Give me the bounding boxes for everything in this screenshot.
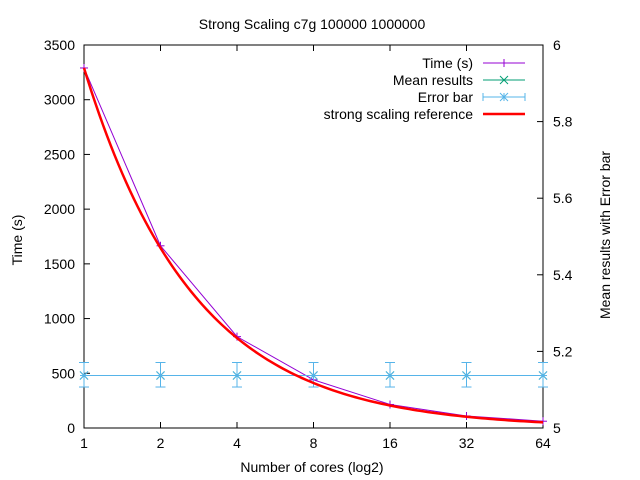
y-axis-label: Time (s) bbox=[9, 215, 25, 266]
data-point-error-bar-3 bbox=[309, 371, 318, 380]
y2-axis-label: Mean results with Error bar bbox=[597, 151, 613, 319]
x-tick-label-3: 8 bbox=[310, 435, 318, 451]
legend-label-error-bar: Error bar bbox=[418, 89, 474, 105]
data-point-error-bar-1 bbox=[156, 371, 165, 380]
y2-tick-label-3: 5.6 bbox=[553, 190, 573, 206]
legend-label-strong-scaling-reference: strong scaling reference bbox=[324, 106, 474, 122]
y-tick-label-5: 2500 bbox=[44, 146, 75, 162]
legend-label-time-s: Time (s) bbox=[422, 55, 473, 71]
data-point-error-bar-5 bbox=[462, 371, 471, 380]
series-line-strong-scaling-reference bbox=[82, 67, 544, 424]
x-tick-label-6: 64 bbox=[535, 435, 551, 451]
chart-title: Strong Scaling c7g 100000 1000000 bbox=[199, 16, 426, 32]
plot-area: 0 500 1000 1500 2000 2500 3000 3500 5 5.2 5.4 5.6 5.… bbox=[44, 37, 573, 451]
legend-marker-time-s bbox=[500, 59, 508, 67]
x-tick-label-2: 4 bbox=[233, 435, 241, 451]
y2-tick-label-4: 5.8 bbox=[553, 114, 573, 130]
y2-tick-label-5: 6 bbox=[553, 37, 561, 53]
data-point-error-bar-6 bbox=[538, 371, 548, 380]
x-tick-label-5: 32 bbox=[459, 435, 475, 451]
y-tick-label-6: 3000 bbox=[44, 92, 75, 108]
y-tick-label-0: 0 bbox=[67, 420, 75, 436]
x-axis-label: Number of cores (log2) bbox=[240, 459, 383, 475]
y-tick-label-3: 1500 bbox=[44, 256, 75, 272]
y-tick-label-1: 500 bbox=[52, 365, 76, 381]
y-tick-label-7: 3500 bbox=[44, 37, 75, 53]
x-tick-label-4: 16 bbox=[382, 435, 398, 451]
y-tick-label-2: 1000 bbox=[44, 311, 75, 327]
data-point-error-bar-4 bbox=[385, 371, 395, 380]
data-point-error-bar-2 bbox=[232, 371, 242, 380]
y2-tick-label-1: 5.2 bbox=[553, 343, 573, 359]
legend-marker-mean-results bbox=[499, 75, 509, 85]
y2-tick-label-2: 5.4 bbox=[553, 267, 573, 283]
legend-label-mean-results: Mean results bbox=[393, 72, 473, 88]
x-tick-label-0: 1 bbox=[80, 435, 88, 451]
x-tick-label-1: 2 bbox=[157, 435, 165, 451]
legend-marker-error-bar bbox=[499, 92, 509, 102]
y-tick-label-4: 2000 bbox=[44, 201, 75, 217]
y2-tick-label-0: 5 bbox=[553, 420, 561, 436]
data-point-error-bar-0 bbox=[79, 371, 89, 380]
